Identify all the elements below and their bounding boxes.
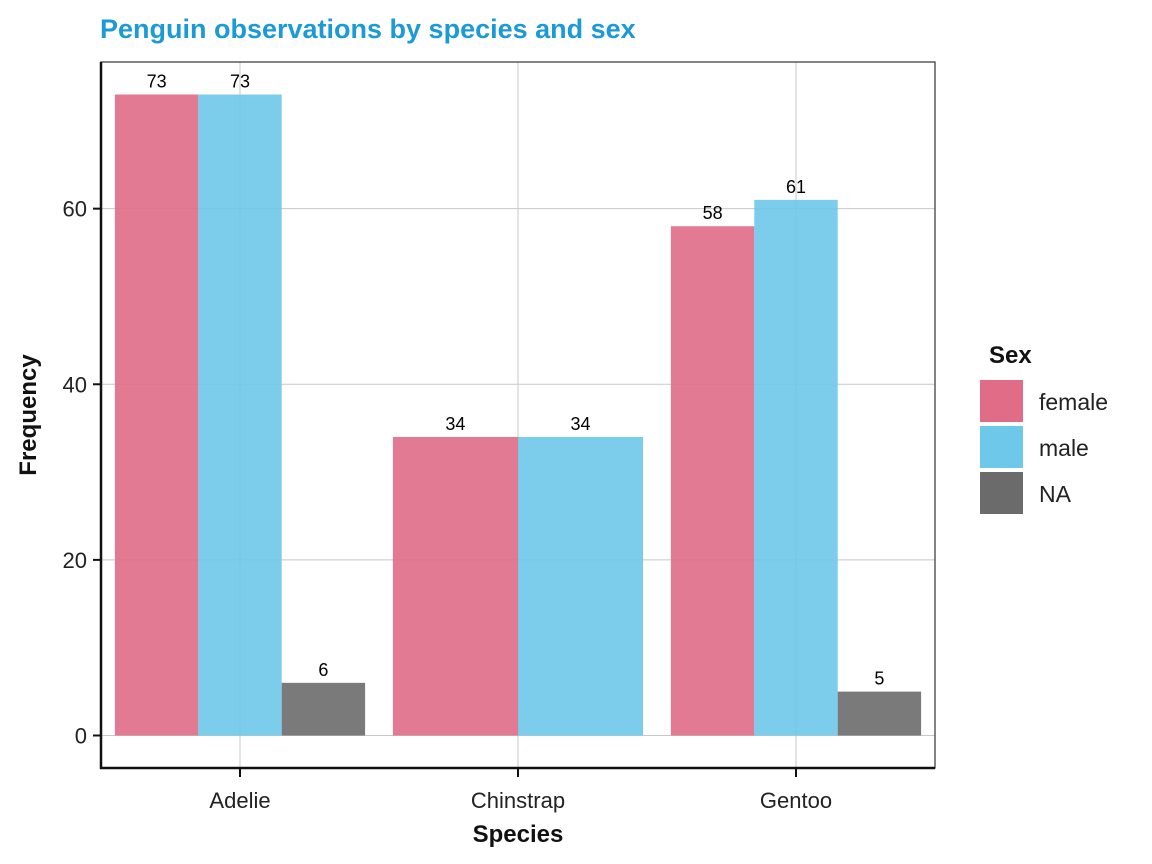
bar-chinstrap-female — [392, 436, 518, 736]
data-labels: 73 73 6 34 34 58 61 5 — [147, 71, 885, 688]
legend-label: NA — [1039, 481, 1072, 507]
x-tick-label: Gentoo — [760, 788, 832, 813]
bar-adelie-female — [114, 94, 199, 736]
bar-chinstrap-male — [518, 436, 644, 736]
legend-label: male — [1039, 435, 1089, 461]
y-tick-label: 0 — [75, 724, 87, 749]
x-tick-label: Chinstrap — [471, 788, 565, 813]
bar-value-label: 73 — [147, 71, 167, 91]
bars — [114, 94, 922, 736]
x-axis-label: Species — [473, 821, 564, 848]
legend-label: female — [1039, 389, 1108, 415]
y-axis-ticks: 0 20 40 60 — [63, 197, 101, 749]
y-tick-label: 60 — [63, 197, 87, 222]
legend: Sex female male NA — [980, 342, 1108, 514]
bar-value-label: 73 — [230, 71, 250, 91]
legend-swatch-female — [980, 380, 1023, 422]
bar-gentoo-female — [670, 226, 755, 736]
bar-adelie-na — [281, 682, 366, 736]
y-axis-label: Frequency — [15, 354, 42, 476]
y-tick-label: 40 — [63, 372, 87, 397]
y-tick-label: 20 — [63, 548, 87, 573]
x-axis-ticks: Adelie Chinstrap Gentoo — [209, 768, 832, 813]
bar-adelie-male — [198, 94, 282, 736]
legend-swatch-na — [980, 472, 1023, 514]
bar-value-label: 6 — [318, 660, 328, 680]
bar-value-label: 5 — [874, 669, 884, 689]
legend-swatch-male — [980, 426, 1023, 468]
bar-value-label: 58 — [703, 203, 723, 223]
x-tick-label: Adelie — [209, 788, 270, 813]
bar-gentoo-male — [754, 199, 838, 736]
bar-gentoo-na — [837, 691, 922, 736]
bar-value-label: 61 — [786, 177, 806, 197]
legend-title: Sex — [989, 342, 1032, 369]
bar-value-label: 34 — [445, 414, 465, 434]
bar-value-label: 34 — [571, 414, 591, 434]
chart-title: Penguin observations by species and sex — [100, 14, 636, 44]
